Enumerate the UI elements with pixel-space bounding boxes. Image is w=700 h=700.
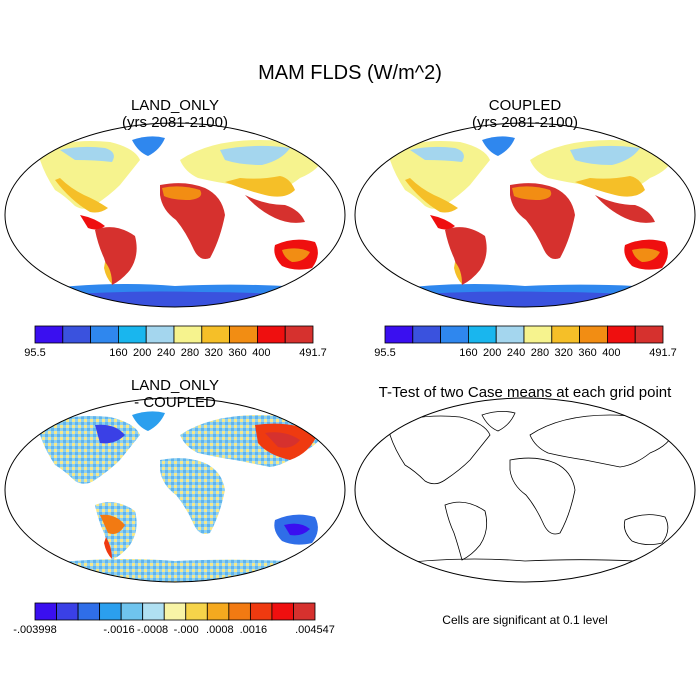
colorbar-swatch [206,602,230,621]
colorbar-swatch [201,325,231,344]
south-america-region [445,227,487,285]
australia-outline [623,514,669,545]
panel2-title: COUPLED [488,97,562,114]
greenland-outline [481,411,516,432]
colorbar-tick-label: 160 [459,347,477,359]
colorbar-tick-label: 160 [109,347,127,359]
colorbar-swatch [173,325,203,344]
colorbar-tick-label: 280 [181,347,199,359]
eurasia-region [180,140,325,192]
colorbar-swatch [56,602,79,621]
colorbar-swatch [163,602,187,621]
colorbar-swatch [34,602,57,621]
colorbar-swatch [90,325,119,344]
colorbar-tick-label: 400 [602,347,620,359]
colorbar-difference: -.003998 -.0016 -.0008 -.000 .0008 .0016 .0045… [13,602,335,636]
south-america-outline [444,501,488,561]
colorbar-swatch [551,325,580,344]
colorbar-swatch [271,602,294,621]
colorbar-swatch [99,602,122,621]
map-ttest [354,397,696,583]
panel2-subtitle: (yrs 2081-2100) [472,114,578,131]
colorbar-swatch [249,602,273,621]
colorbar-tick-label: .004547 [295,624,335,636]
colorbar-swatch [145,325,175,344]
colorbar-tick-label: 200 [133,347,151,359]
colorbar-tick-label: 95.5 [374,347,395,359]
africa-region [160,458,225,534]
colorbar-tick-label: 400 [252,347,270,359]
colorbar-tick-label: 200 [483,347,501,359]
map-coupled [354,122,696,308]
colorbar-swatch [185,602,208,621]
significance-note: Cells are significant at 0.1 level [442,613,608,627]
colorbar-swatch [118,325,147,344]
colorbar-tick-label: -.0008 [137,624,168,636]
colorbar-tick-label: .0008 [206,624,234,636]
colorbar-tick-label: 240 [157,347,175,359]
colorbar-tick-label: 320 [555,347,573,359]
eurasia-outline [529,414,676,468]
panel-title-ttest: T-Test of two Case means at each grid po… [350,384,700,401]
colorbar-swatch [142,602,165,621]
colorbar-swatch [62,325,91,344]
colorbar-swatch [523,325,553,344]
colorbar-tick-label: 320 [205,347,223,359]
north-america-outline [389,415,491,485]
africa-region [510,183,575,259]
colorbar-swatch [256,325,286,344]
map-difference [4,397,346,583]
colorbar-tick-label: 491.7 [649,347,677,359]
colorbar-coupled: 95.5 160 200 240 280 320 360 400 491.7 [374,325,677,359]
colorbar-swatch [384,325,414,344]
colorbar-swatch [440,325,469,344]
colorbar-swatch [495,325,525,344]
colorbar-tick-label: 280 [531,347,549,359]
antarctica-outline [369,558,686,568]
panel1-title: LAND_ONLY [130,97,220,114]
colorbar-swatch [412,325,441,344]
greenland-region [482,136,515,156]
colorbar-swatch [607,325,636,344]
greenland-region [132,411,165,431]
colorbar-swatch [284,325,314,344]
africa-outline [509,457,576,535]
colorbar-tick-label: -.000 [174,624,199,636]
colorbar-land-only: 95.5 160 200 240 280 320 360 400 491.7 [24,325,327,359]
panel1-subtitle: (yrs 2081-2100) [122,114,228,131]
colorbar-swatch [77,602,101,621]
panel-title-coupled: COUPLED (yrs 2081-2100) [375,97,675,131]
colorbar-swatch [229,325,258,344]
colorbar-swatch [467,325,497,344]
colorbar-swatch [228,602,251,621]
colorbar-swatch [634,325,664,344]
colorbar-tick-label: 240 [507,347,525,359]
colorbar-tick-label: 360 [578,347,596,359]
colorbar-tick-label: .0016 [240,624,268,636]
figure-title: MAM FLDS (W/m^2) [258,62,442,84]
panel4-title: T-Test of two Case means at each grid po… [378,384,672,401]
colorbar-tick-label: 360 [228,347,246,359]
north-america-region [40,416,140,484]
colorbar-swatch [34,325,64,344]
colorbar-tick-label: 95.5 [24,347,45,359]
south-america-region [95,227,137,285]
colorbar-tick-label: -.0016 [103,624,134,636]
colorbar-swatch [579,325,608,344]
colorbar-tick-label: -.003998 [13,624,56,636]
antarctica-region [10,559,340,582]
eurasia-region [530,140,675,192]
panel-title-land-only: LAND_ONLY (yrs 2081-2100) [25,97,325,131]
map-land-only [4,122,346,308]
colorbar-swatch [293,602,316,621]
africa-region [160,183,225,259]
greenland-region [132,136,165,156]
colorbar-swatch [120,602,144,621]
colorbar-tick-label: 491.7 [299,347,327,359]
panel3-title: LAND_ONLY [130,377,220,394]
